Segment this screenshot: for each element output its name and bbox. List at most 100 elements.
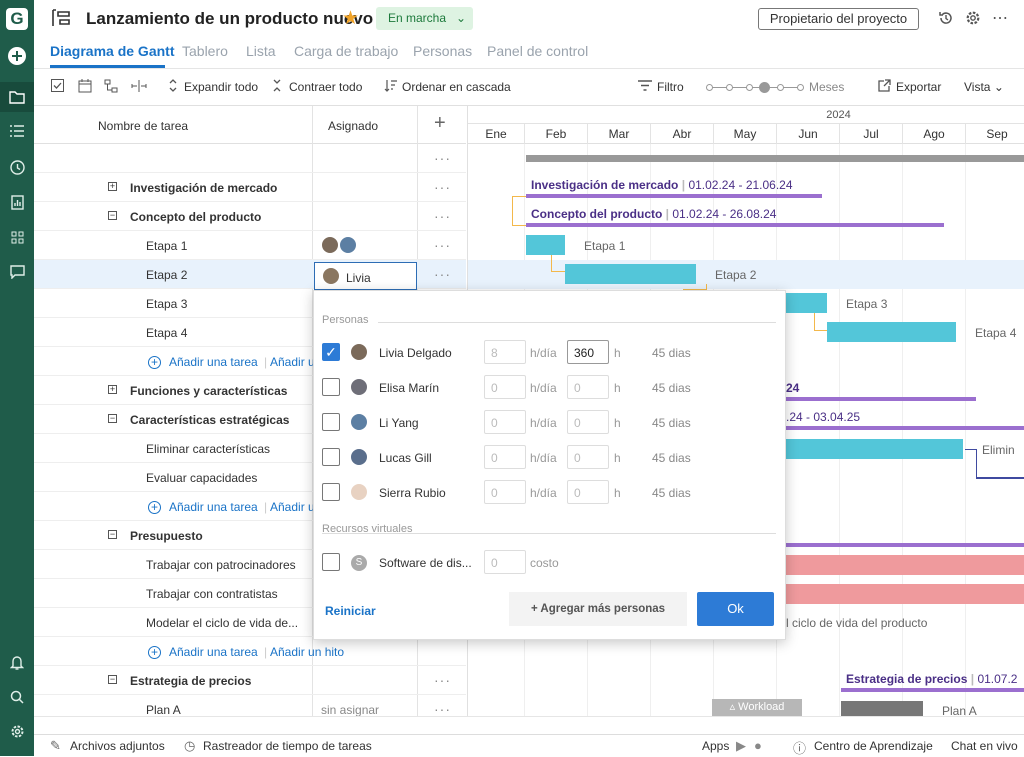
status-dropdown[interactable]: En marcha ⌄: [376, 7, 473, 30]
live-chat-link[interactable]: Chat en vivo: [951, 739, 1018, 753]
attachments-link[interactable]: Archivos adjuntos: [70, 739, 165, 753]
task-name[interactable]: Etapa 3: [146, 297, 188, 311]
person-checkbox[interactable]: [322, 448, 340, 466]
settings-icon[interactable]: [0, 716, 34, 746]
hours-per-day-input[interactable]: 0: [484, 445, 526, 469]
search-icon[interactable]: [0, 682, 34, 712]
project-summary-bar[interactable]: [526, 155, 1024, 162]
expand-all-button[interactable]: Expandir todo: [184, 80, 259, 94]
task-name[interactable]: Estrategia de precios: [130, 674, 252, 688]
row-menu-icon[interactable]: ···: [434, 179, 451, 195]
apps-link[interactable]: Apps: [702, 739, 730, 753]
cascade-sort-button[interactable]: Ordenar en cascada: [402, 80, 511, 94]
tab-dashboard[interactable]: Panel de control: [487, 43, 589, 59]
hours-per-day-input[interactable]: 0: [484, 480, 526, 504]
table-row[interactable]: Etapa 3: [34, 289, 466, 318]
add-milestone-link[interactable]: Añadir un hito: [270, 645, 345, 659]
task-bar[interactable]: [526, 235, 565, 255]
list-icon[interactable]: [0, 116, 34, 146]
task-name[interactable]: Investigación de mercado: [130, 181, 278, 195]
row-menu-icon[interactable]: ···: [434, 701, 451, 716]
zoom-slider[interactable]: [706, 82, 804, 93]
task-name[interactable]: Plan A: [146, 703, 181, 716]
summary-bar[interactable]: [786, 426, 1024, 430]
task-name-column-header[interactable]: Nombre de tarea: [98, 119, 189, 133]
table-row[interactable]: + Investigación de mercado ···: [34, 173, 466, 202]
star-icon[interactable]: ★: [342, 8, 360, 29]
table-row[interactable]: Trabajar con contratistas: [34, 579, 466, 608]
hours-per-day-input[interactable]: 0: [484, 375, 526, 399]
resource-checkbox[interactable]: [322, 553, 340, 571]
task-name[interactable]: Evaluar capacidades: [146, 471, 258, 485]
task-name[interactable]: Trabajar con contratistas: [146, 587, 278, 601]
hours-input[interactable]: 0: [567, 375, 609, 399]
table-row[interactable]: Trabajar con patrocinadores: [34, 550, 466, 579]
task-name[interactable]: Eliminar características: [146, 442, 271, 456]
clock-icon[interactable]: [0, 152, 34, 182]
apps-grid-icon[interactable]: [0, 222, 34, 252]
google-play-icon[interactable]: ▶: [736, 738, 746, 753]
task-bar[interactable]: [786, 555, 1024, 575]
workload-toggle[interactable]: ▵ Workload: [712, 699, 802, 716]
task-name[interactable]: Presupuesto: [130, 529, 203, 543]
tab-gantt[interactable]: Diagrama de Gantt: [50, 43, 175, 59]
table-row[interactable]: − Características estratégicas: [34, 405, 466, 434]
hours-input[interactable]: 0: [567, 480, 609, 504]
assignee-text[interactable]: sin asignar: [321, 703, 380, 716]
export-button[interactable]: Exportar: [896, 80, 942, 94]
calendar-icon[interactable]: [78, 79, 92, 96]
tab-people[interactable]: Personas: [413, 43, 473, 59]
hierarchy-icon[interactable]: [104, 79, 118, 96]
chat-icon[interactable]: [0, 257, 34, 287]
row-menu-icon[interactable]: ···: [434, 266, 451, 282]
filter-button[interactable]: Filtro: [657, 80, 684, 94]
collapse-toggle-icon[interactable]: −: [108, 674, 117, 684]
person-checkbox[interactable]: ✓: [322, 343, 340, 361]
table-row[interactable]: Plan A sin asignar ···: [34, 695, 466, 716]
report-icon[interactable]: [0, 187, 34, 217]
table-row[interactable]: Evaluar capacidades: [34, 463, 466, 492]
avatar[interactable]: [321, 236, 339, 254]
person-row[interactable]: Li Yang 0 h/día 0 h 45 dias: [314, 406, 787, 441]
task-name[interactable]: Etapa 1: [146, 239, 188, 253]
person-checkbox[interactable]: [322, 378, 340, 396]
table-row[interactable]: ···: [34, 144, 466, 173]
project-owner-button[interactable]: Propietario del proyecto: [758, 8, 919, 30]
row-menu-icon[interactable]: ···: [434, 150, 451, 166]
assignee-cell-editor[interactable]: Livia: [314, 262, 417, 290]
table-row[interactable]: − Concepto del producto ···: [34, 202, 466, 231]
task-bar[interactable]: [786, 584, 1024, 604]
tab-workload[interactable]: Carga de trabajo: [294, 43, 399, 59]
virtual-resource-row[interactable]: S Software de dis... 0 costo: [314, 546, 787, 581]
expand-toggle-icon[interactable]: +: [108, 384, 117, 394]
table-row[interactable]: − Estrategia de precios ···: [34, 666, 466, 695]
more-icon[interactable]: ⋯: [992, 10, 1008, 27]
task-name[interactable]: Características estratégicas: [130, 413, 290, 427]
learning-center-link[interactable]: Centro de Aprendizaje: [814, 739, 933, 753]
table-row[interactable]: Etapa 4: [34, 318, 466, 347]
person-row[interactable]: Sierra Rubio 0 h/día 0 h 45 dias: [314, 476, 787, 511]
task-name[interactable]: Etapa 2: [146, 268, 188, 282]
person-row[interactable]: Lucas Gill 0 h/día 0 h 45 dias: [314, 441, 787, 476]
baseline-icon[interactable]: [131, 79, 147, 96]
person-checkbox[interactable]: [322, 413, 340, 431]
horizontal-scrollbar[interactable]: [34, 716, 1024, 734]
summary-bar[interactable]: [841, 688, 1024, 692]
person-row[interactable]: ✓ Livia Delgado 8 h/día 360 h 45 dias: [314, 336, 787, 371]
row-menu-icon[interactable]: ···: [434, 237, 451, 253]
tab-list[interactable]: Lista: [246, 43, 276, 59]
tab-board[interactable]: Tablero: [182, 43, 228, 59]
hours-input[interactable]: 0: [567, 410, 609, 434]
add-task-link[interactable]: + Añadir una tarea: [148, 500, 258, 514]
task-bar[interactable]: [827, 322, 956, 342]
gear-icon[interactable]: [965, 10, 981, 30]
collapse-all-button[interactable]: Contraer todo: [289, 80, 363, 94]
summary-bar[interactable]: [526, 223, 944, 227]
time-tracker-link[interactable]: Rastreador de tiempo de tareas: [203, 739, 372, 753]
app-logo[interactable]: G: [0, 4, 34, 34]
person-checkbox[interactable]: [322, 483, 340, 501]
collapse-toggle-icon[interactable]: −: [108, 210, 117, 220]
history-icon[interactable]: [938, 10, 954, 30]
add-column-icon[interactable]: +: [434, 112, 446, 134]
cost-input[interactable]: 0: [484, 550, 526, 574]
